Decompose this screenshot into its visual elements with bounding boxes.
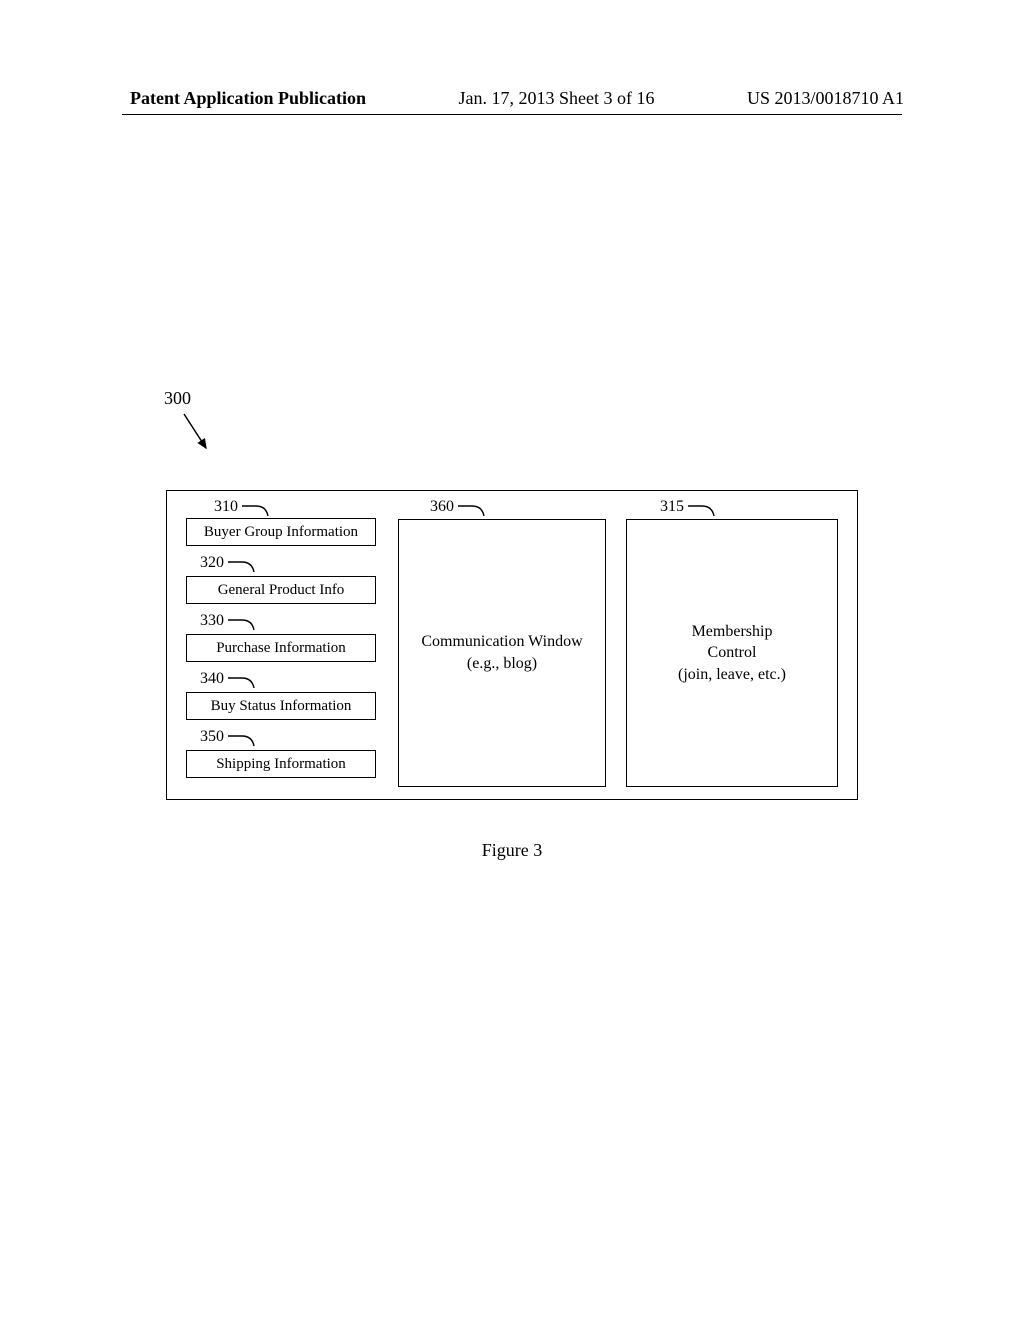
member-line1: Membership — [692, 621, 773, 643]
ref-340-label: 340 — [200, 670, 224, 688]
buyer-group-box: Buyer Group Information — [186, 518, 376, 546]
ref-320-label: 320 — [200, 554, 224, 572]
ref-330: 330 — [200, 610, 386, 632]
general-product-text: General Product Info — [218, 582, 345, 599]
ref-350: 350 — [200, 726, 386, 748]
header-right: US 2013/0018710 A1 — [747, 88, 904, 109]
header-left: Patent Application Publication — [130, 88, 366, 109]
leader-icon — [686, 496, 722, 518]
comm-line1: Communication Window — [421, 631, 582, 653]
ref-315-label: 315 — [660, 498, 684, 516]
ref-315: 315 — [660, 496, 722, 518]
communication-window-box: Communication Window (e.g., blog) — [398, 519, 606, 787]
ref-310: 310 — [214, 496, 276, 518]
leader-icon — [226, 552, 262, 574]
figure-caption: Figure 3 — [0, 840, 1024, 861]
shipping-box: Shipping Information — [186, 750, 376, 778]
member-line2: Control — [708, 642, 757, 664]
buy-status-box: Buy Status Information — [186, 692, 376, 720]
shipping-text: Shipping Information — [216, 756, 346, 773]
buyer-group-text: Buyer Group Information — [204, 524, 358, 541]
leader-icon — [240, 496, 276, 518]
arrow-icon — [180, 410, 220, 460]
comm-line2: (e.g., blog) — [467, 653, 537, 675]
ref-310-label: 310 — [214, 498, 238, 516]
ref-350-label: 350 — [200, 728, 224, 746]
ref-320: 320 — [200, 552, 386, 574]
leader-icon — [456, 496, 492, 518]
header-center: Jan. 17, 2013 Sheet 3 of 16 — [459, 88, 655, 109]
membership-control-box: Membership Control (join, leave, etc.) — [626, 519, 838, 787]
ref-300-label: 300 — [164, 388, 191, 409]
left-column: Buyer Group Information 320 General Prod… — [186, 518, 386, 784]
leader-icon — [226, 668, 262, 690]
purchase-info-box: Purchase Information — [186, 634, 376, 662]
general-product-box: General Product Info — [186, 576, 376, 604]
leader-icon — [226, 726, 262, 748]
ref-340: 340 — [200, 668, 386, 690]
ref-360: 360 — [430, 496, 492, 518]
leader-icon — [226, 610, 262, 632]
page-header: Patent Application Publication Jan. 17, … — [0, 88, 1024, 109]
buy-status-text: Buy Status Information — [211, 698, 352, 715]
ref-360-label: 360 — [430, 498, 454, 516]
header-rule — [122, 114, 902, 115]
member-line3: (join, leave, etc.) — [678, 664, 786, 686]
purchase-info-text: Purchase Information — [216, 640, 346, 657]
ref-330-label: 330 — [200, 612, 224, 630]
